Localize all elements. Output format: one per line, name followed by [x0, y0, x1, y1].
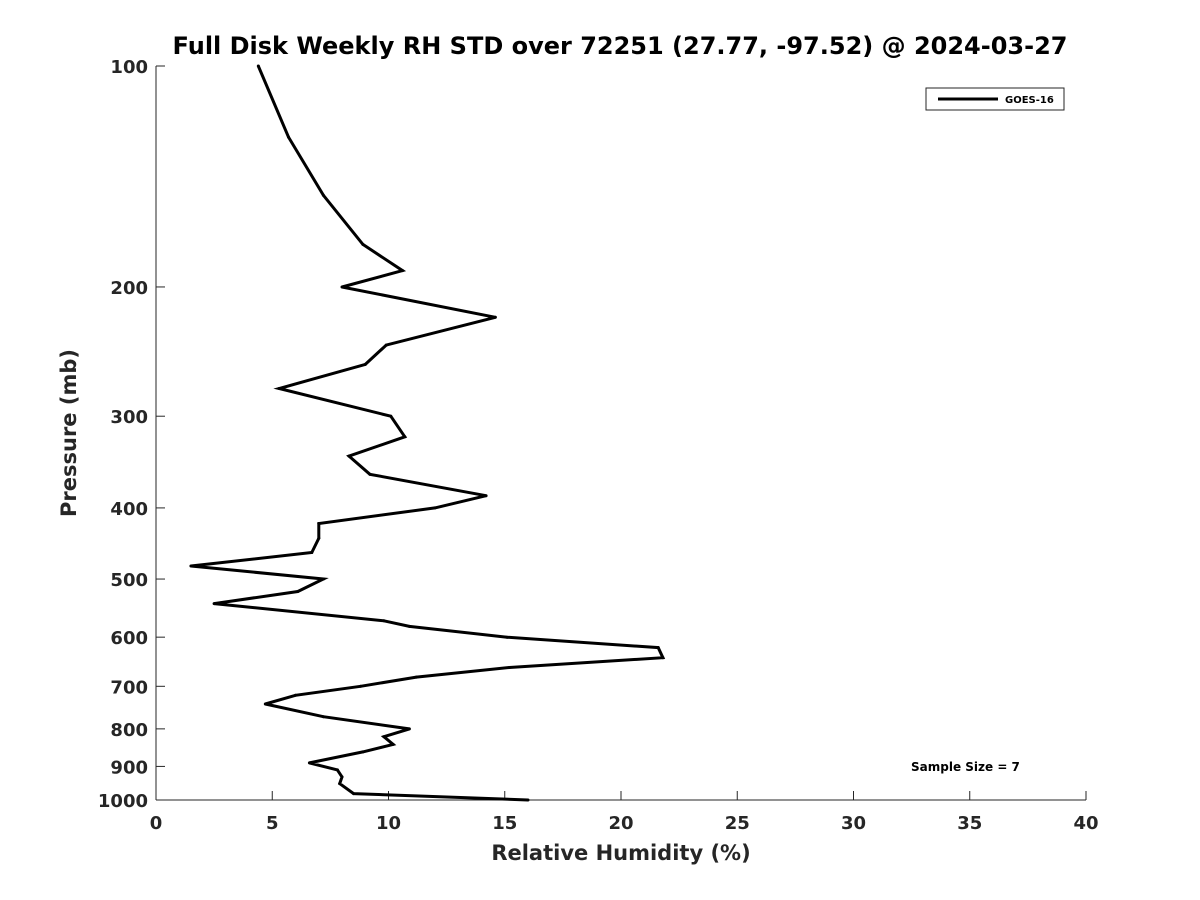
data-point	[382, 619, 386, 623]
data-point	[361, 750, 365, 754]
data-point	[296, 590, 300, 593]
data-point	[361, 242, 365, 246]
y-tick-label: 600	[110, 628, 148, 649]
data-point	[363, 362, 367, 366]
x-tick-label: 5	[266, 813, 279, 834]
data-point	[505, 635, 509, 639]
data-point	[294, 693, 297, 697]
data-point	[256, 64, 260, 68]
data-point	[493, 315, 497, 319]
y-ticks: 100 200 300 400 500 600 700 800 900 1000	[98, 57, 165, 812]
x-tick-label: 15	[492, 813, 517, 834]
series-line-goes-16	[190, 65, 666, 802]
data-point	[310, 551, 314, 554]
data-point	[414, 675, 418, 679]
y-tick-label: 500	[110, 570, 148, 591]
data-point	[277, 387, 281, 390]
data-point	[340, 285, 344, 289]
data-point	[317, 536, 321, 540]
data-point	[321, 193, 325, 197]
y-axis-label: Pressure (mb)	[57, 349, 81, 517]
data-point	[340, 775, 344, 779]
data-point	[407, 727, 411, 731]
x-tick-label: 25	[725, 813, 750, 834]
data-point	[359, 684, 363, 688]
sample-size-annotation: Sample Size = 7	[911, 760, 1020, 774]
y-tick-label: 800	[110, 720, 148, 741]
data-point	[338, 782, 342, 786]
legend: GOES-16	[925, 87, 1065, 111]
data-point	[352, 792, 356, 796]
x-tick-label: 30	[841, 813, 866, 834]
data-point	[263, 702, 267, 706]
data-point	[321, 715, 325, 719]
data-point	[317, 522, 321, 525]
data-point	[321, 577, 325, 581]
data-point	[401, 269, 404, 273]
y-tick-label: 200	[110, 278, 148, 299]
data-point	[391, 742, 395, 746]
chart-title: Full Disk Weekly RH STD over 72251 (27.7…	[173, 32, 1068, 60]
y-tick-label: 900	[110, 757, 148, 778]
x-tick-label: 35	[957, 813, 982, 834]
data-point	[656, 646, 660, 650]
data-point	[335, 768, 339, 772]
x-tick-label: 40	[1073, 813, 1098, 834]
data-point	[212, 602, 216, 606]
y-tick-label: 100	[110, 57, 148, 78]
data-point	[403, 435, 407, 439]
data-point	[507, 666, 511, 669]
data-point	[347, 454, 351, 458]
legend-label-goes-16: GOES-16	[1005, 95, 1054, 106]
data-point	[307, 761, 311, 765]
y-tick-label: 1000	[98, 791, 148, 812]
series-layer	[189, 64, 666, 802]
data-point	[384, 343, 388, 347]
x-axis-label: Relative Humidity (%)	[491, 841, 750, 865]
data-point	[389, 414, 393, 418]
x-tick-label: 20	[608, 813, 633, 834]
y-tick-label: 400	[110, 499, 148, 520]
data-point	[661, 656, 665, 660]
x-tick-label: 10	[376, 813, 401, 834]
y-tick-label: 300	[110, 407, 148, 428]
data-point	[368, 472, 372, 476]
data-point	[189, 564, 193, 568]
data-point	[382, 735, 386, 739]
data-point	[407, 624, 411, 628]
data-point	[433, 506, 437, 510]
x-tick-label: 0	[150, 813, 163, 834]
y-tick-label: 700	[110, 677, 148, 698]
data-point	[484, 494, 488, 498]
x-ticks: 0 5 10 15 20 25 30 35 40	[150, 791, 1099, 834]
data-point	[287, 135, 290, 139]
data-point	[526, 798, 530, 802]
